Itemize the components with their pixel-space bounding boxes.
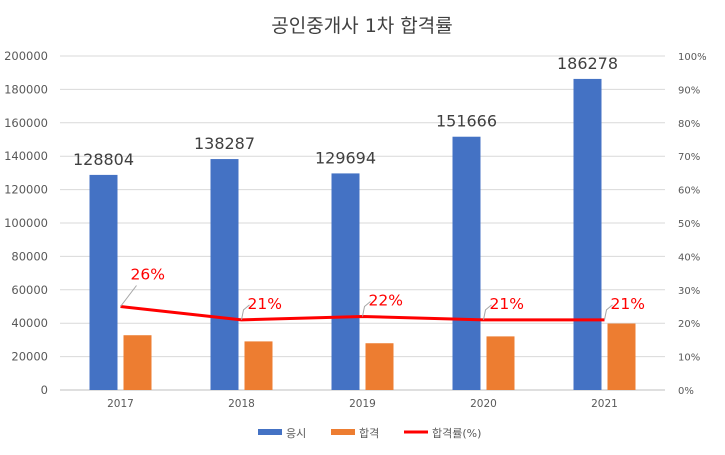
leader-line [120, 285, 137, 307]
right-tick-label: 80% [678, 119, 700, 130]
right-tick-label: 10% [678, 353, 700, 364]
bar-applicants [331, 173, 360, 390]
leader-line [483, 304, 492, 320]
pass-rate-line [120, 305, 605, 322]
bar-data-label: 151666 [436, 112, 497, 131]
bar-applicants [573, 78, 602, 390]
bars-layer [89, 78, 636, 390]
right-tick-label: 50% [678, 219, 700, 230]
x-axis: 2017 2018 2019 2020 2021 [107, 398, 618, 410]
right-tick-label: 100% [678, 52, 707, 63]
bar-passed [607, 323, 636, 390]
right-tick-label: 0% [678, 386, 694, 397]
left-tick-label: 20000 [11, 350, 48, 364]
bar-applicants [89, 174, 118, 390]
left-axis: 0 20000 40000 60000 80000 100000 120000 140000 1… [4, 49, 48, 397]
legend-swatch [258, 429, 282, 435]
x-tick-label: 2020 [470, 398, 497, 410]
x-tick-label: 2019 [349, 398, 376, 410]
line-data-label: 26% [131, 266, 165, 284]
left-tick-label: 160000 [4, 116, 48, 130]
x-tick-label: 2018 [228, 398, 255, 410]
line-data-label: 21% [490, 295, 524, 313]
legend-label: 합격률(%) [432, 427, 481, 440]
right-axis: 0% 10% 20% 30% 40% 50% 60% 70% 80% 90% 100% [678, 52, 707, 397]
bar-passed [486, 336, 515, 390]
line-data-label: 21% [611, 295, 645, 313]
grid-layer [60, 55, 665, 391]
bar-data-label: 138287 [194, 134, 255, 153]
bar-data-label: 129694 [315, 148, 376, 167]
right-tick-label: 90% [678, 85, 700, 96]
chart-title: 공인중개사 1차 합격률 [271, 15, 453, 37]
left-tick-label: 0 [41, 383, 48, 397]
right-tick-label: 30% [678, 286, 700, 297]
bar-passed [365, 343, 394, 390]
left-tick-label: 40000 [11, 316, 48, 330]
line-data-label: 21% [248, 295, 282, 313]
left-tick-label: 60000 [11, 283, 48, 297]
line-data-label: 22% [369, 292, 403, 310]
left-tick-label: 200000 [4, 49, 48, 63]
right-tick-label: 40% [678, 252, 700, 263]
legend-swatch [331, 429, 355, 435]
legend: 응시 합격 합격률(%) [258, 427, 481, 440]
right-tick-label: 20% [678, 319, 700, 330]
legend-label: 합격 [359, 427, 379, 440]
left-tick-label: 120000 [4, 183, 48, 197]
bar-data-label: 186278 [557, 54, 618, 73]
bar-passed [123, 335, 152, 390]
right-tick-label: 70% [678, 152, 700, 163]
leader-line [362, 301, 371, 317]
right-tick-label: 60% [678, 186, 700, 197]
left-tick-label: 140000 [4, 149, 48, 163]
left-tick-label: 80000 [11, 249, 48, 263]
bar-passed [244, 341, 273, 390]
data-labels-layer: 128804 138287 129694 151666 186278 26% 21% 22% 2… [73, 54, 645, 320]
bar-applicants [210, 159, 239, 390]
bar-applicants [452, 136, 481, 390]
left-tick-label: 180000 [4, 82, 48, 96]
bar-data-label: 128804 [73, 150, 134, 169]
leader-line [241, 304, 250, 320]
legend-label: 응시 [286, 427, 306, 440]
leader-line [604, 304, 613, 320]
line-layer [120, 305, 605, 322]
x-tick-label: 2017 [107, 398, 134, 410]
left-tick-label: 100000 [4, 216, 48, 230]
x-tick-label: 2021 [591, 398, 618, 410]
